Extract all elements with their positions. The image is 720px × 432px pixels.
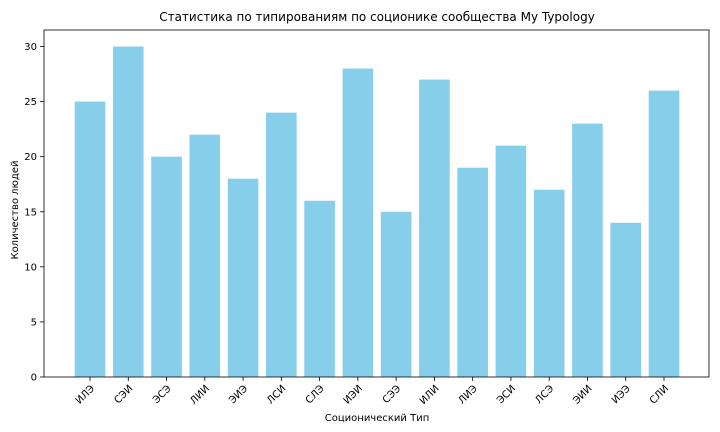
y-tick-label: 5 — [31, 317, 37, 328]
bar-11 — [457, 167, 488, 377]
plot-frame — [43, 29, 710, 378]
bar-12 — [495, 145, 527, 377]
bar-13 — [533, 189, 565, 377]
axes-group: ИЛЭ СЭИ ЭСЭ ЛИИ ЭИЭ ЛСИ СЛЭ ИЭИ СЭЭ ИЛИ ЛИЭ ЭСИ ЛСЭ Э… — [24, 29, 710, 407]
bars-group — [74, 46, 680, 378]
y-axis-label: Количество людей — [10, 160, 21, 259]
bar-6 — [266, 112, 297, 378]
bar-2 — [112, 46, 144, 378]
bar-10 — [419, 79, 450, 377]
y-tick-label: 20 — [24, 152, 37, 163]
y-tick-label: 30 — [24, 42, 37, 53]
bar-8 — [342, 68, 374, 377]
bar-5 — [227, 178, 259, 377]
bar-15 — [610, 222, 642, 377]
x-axis-label: Соционический Тип — [325, 413, 429, 424]
bar-1 — [74, 101, 106, 377]
bar-4 — [189, 134, 221, 377]
y-tick-label: 0 — [31, 373, 37, 384]
bar-16 — [648, 90, 680, 377]
y-tick-label: 25 — [24, 97, 37, 108]
bar-7 — [304, 200, 335, 377]
chart-title: Статистика по типированиям по соционике … — [159, 10, 595, 24]
bar-14 — [572, 123, 603, 377]
bar-3 — [151, 156, 182, 377]
y-tick-label: 10 — [24, 262, 37, 273]
y-tick-label: 15 — [24, 207, 37, 218]
bar-9 — [380, 211, 412, 377]
